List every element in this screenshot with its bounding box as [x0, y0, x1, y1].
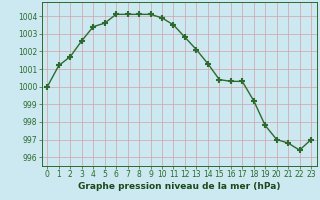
X-axis label: Graphe pression niveau de la mer (hPa): Graphe pression niveau de la mer (hPa) — [78, 182, 280, 191]
